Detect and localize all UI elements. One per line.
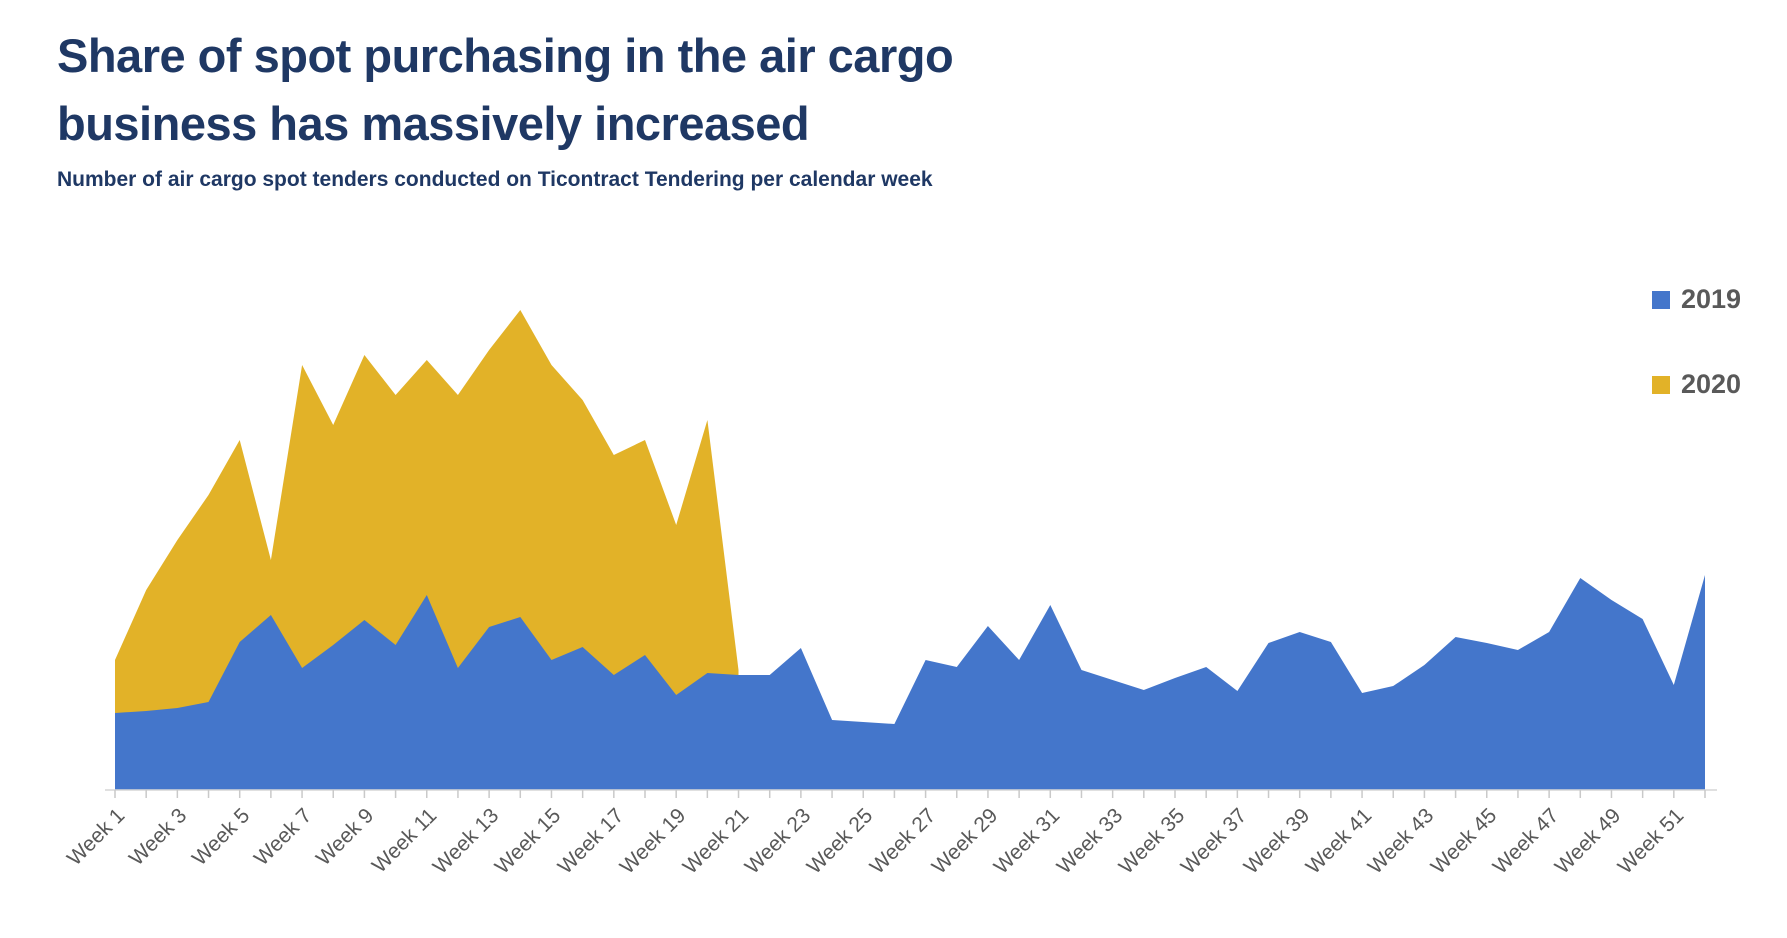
- page-title-line2: business has massively increased: [57, 97, 810, 150]
- page-title-line1: Share of spot purchasing in the air carg…: [57, 29, 954, 82]
- legend-item-2020: 2020: [1652, 369, 1741, 400]
- page-title: Share of spot purchasing in the air carg…: [57, 22, 954, 158]
- area-series-2019: [115, 575, 1705, 790]
- legend-swatch-2019-icon: [1652, 290, 1670, 309]
- legend-label-2019: 2019: [1681, 284, 1742, 314]
- chart-subtitle: Number of air cargo spot tenders conduct…: [57, 168, 933, 191]
- legend-swatch-2020-icon: [1652, 375, 1670, 394]
- legend-label-2020: 2020: [1681, 369, 1742, 399]
- legend-item-2019: 2019: [1652, 284, 1741, 315]
- legend: 2019 2020: [1652, 284, 1741, 400]
